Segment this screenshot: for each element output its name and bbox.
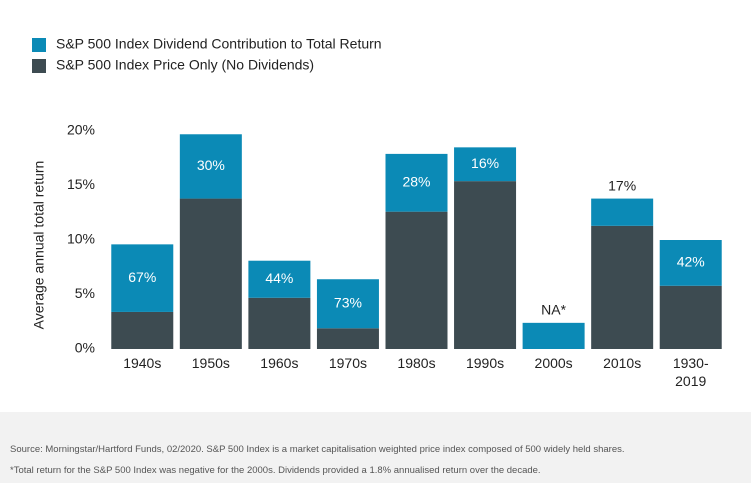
bar-segment <box>659 285 722 349</box>
y-tick-label: 0% <box>75 340 95 356</box>
x-tick-label: 1940s <box>123 355 162 371</box>
legend-label: S&P 500 Index Dividend Contribution to T… <box>56 36 382 52</box>
bar-segment <box>522 322 585 349</box>
bar-segment <box>111 244 174 312</box>
x-tick-label: 1930-2019 <box>672 355 709 389</box>
x-tick-label: 2000s <box>534 355 573 371</box>
bar-segment <box>591 198 654 226</box>
footer-band <box>0 412 751 483</box>
x-tick-label: 1950s <box>191 355 230 371</box>
dividend-share-label: NA* <box>541 302 566 318</box>
x-tick-label: 1970s <box>328 355 368 371</box>
dividend-share-label: 28% <box>402 173 430 189</box>
y-tick-label: 10% <box>67 231 95 247</box>
bar-segment <box>248 297 311 349</box>
y-tick-label: 20% <box>67 122 95 138</box>
bar-segment <box>385 153 448 212</box>
dividend-share-label: 67% <box>128 269 156 285</box>
legend-swatch <box>32 59 46 73</box>
bar-segment <box>179 198 242 349</box>
bar-segment <box>454 181 517 349</box>
bar-segment <box>179 134 242 199</box>
dividend-share-label: 73% <box>334 294 362 310</box>
y-axis-label: Average annual total return <box>31 161 47 330</box>
footnote: *Total return for the S&P 500 Index was … <box>10 465 541 476</box>
dividend-share-label: 30% <box>197 157 225 173</box>
y-tick-label: 15% <box>67 176 95 192</box>
bar-segment <box>591 225 654 349</box>
bar-segment <box>659 240 722 286</box>
x-tick-label: 1960s <box>260 355 299 371</box>
bar-segment <box>111 311 174 349</box>
x-tick-label: 2010s <box>603 355 642 371</box>
bar-segment <box>454 147 517 182</box>
bar-segment <box>248 260 311 298</box>
source: Source: Morningstar/Hartford Funds, 02/2… <box>10 444 625 455</box>
bar-segment <box>316 328 379 349</box>
bar-segment <box>385 211 448 349</box>
dividend-share-label: 44% <box>265 270 293 286</box>
x-tick-label: 1980s <box>397 355 436 371</box>
bar-segment <box>316 279 379 329</box>
legend-swatch <box>32 38 46 52</box>
x-tick-label: 1990s <box>465 355 505 371</box>
y-tick-label: 5% <box>75 285 95 301</box>
dividend-share-label: 42% <box>677 254 705 270</box>
legend-label: S&P 500 Index Price Only (No Dividends) <box>56 57 314 73</box>
dividend-share-label: 16% <box>471 155 499 171</box>
dividend-share-label: 17% <box>608 177 636 193</box>
